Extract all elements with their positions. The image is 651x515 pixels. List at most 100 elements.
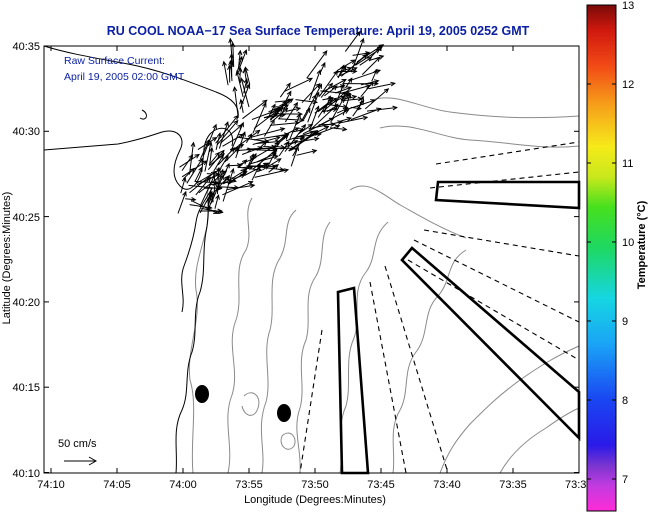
current-vector bbox=[251, 127, 286, 138]
x-tick-label: 73:35 bbox=[499, 479, 527, 491]
current-vector bbox=[202, 123, 217, 157]
current-vector bbox=[213, 154, 224, 172]
y-tick-label: 40:35 bbox=[12, 41, 40, 53]
current-vector bbox=[366, 105, 398, 112]
x-tick-label: 73:45 bbox=[367, 479, 395, 491]
x-axis-label: Longitude (Degrees:Minutes) bbox=[244, 494, 386, 506]
colorbar-tick-label: 8 bbox=[622, 395, 628, 407]
current-vector bbox=[237, 166, 263, 173]
current-vector bbox=[242, 67, 248, 89]
current-vector bbox=[222, 60, 229, 86]
current-vector bbox=[308, 69, 322, 101]
current-vector bbox=[197, 136, 218, 151]
x-axis-ticks bbox=[50, 46, 580, 473]
current-vector bbox=[194, 166, 203, 183]
current-vector bbox=[322, 96, 334, 101]
current-vector bbox=[181, 154, 194, 171]
map-frame bbox=[43, 45, 580, 474]
current-vector bbox=[235, 131, 246, 159]
current-vector bbox=[222, 181, 254, 196]
y-tick-label: 40:20 bbox=[12, 297, 40, 309]
x-tick-label: 74:05 bbox=[103, 479, 131, 491]
current-vector bbox=[228, 37, 234, 68]
current-vector bbox=[307, 91, 320, 123]
x-axis-tick-labels: 74:10 74:05 74:00 73:55 73:50 73:45 73:4… bbox=[37, 479, 586, 491]
current-vector bbox=[198, 170, 228, 194]
colorbar-label: Temperature (°C) bbox=[636, 200, 648, 289]
current-vector bbox=[246, 148, 278, 154]
current-vector bbox=[267, 103, 276, 118]
x-tick-label: 73:55 bbox=[235, 479, 263, 491]
current-vector bbox=[368, 81, 396, 90]
current-vector bbox=[237, 49, 243, 70]
current-vector bbox=[350, 37, 365, 73]
arrow-field-icon bbox=[177, 30, 398, 215]
current-vector bbox=[339, 115, 369, 124]
current-vector bbox=[204, 141, 213, 172]
x-tick-label: 73:40 bbox=[433, 479, 461, 491]
current-vector bbox=[331, 84, 346, 89]
current-vector bbox=[295, 99, 319, 105]
current-vector bbox=[283, 136, 320, 145]
current-vector bbox=[296, 149, 318, 156]
current-vector bbox=[179, 153, 200, 168]
current-vector bbox=[195, 168, 222, 184]
current-vector bbox=[336, 59, 356, 72]
radar-bearing-lines bbox=[299, 141, 580, 474]
scale-label: 50 cm/s bbox=[58, 438, 97, 450]
current-vector bbox=[256, 140, 268, 151]
current-vector bbox=[319, 61, 326, 73]
current-vector bbox=[186, 157, 203, 184]
current-vector bbox=[222, 167, 235, 202]
colorbar-tick-label: 11 bbox=[622, 158, 633, 170]
x-tick-label: 73:50 bbox=[301, 479, 329, 491]
colorbar-tick-label: 9 bbox=[622, 316, 628, 328]
current-vector bbox=[198, 208, 223, 214]
current-vector bbox=[218, 121, 229, 149]
dot-marker-icon bbox=[277, 404, 291, 422]
current-vector bbox=[321, 78, 347, 93]
current-vector bbox=[314, 83, 323, 97]
x-tick-label: 74:10 bbox=[37, 479, 65, 491]
colorbar-tick-label: 13 bbox=[622, 0, 634, 12]
current-vector bbox=[317, 104, 327, 118]
current-vector bbox=[339, 65, 347, 76]
current-vector bbox=[293, 135, 305, 141]
current-vector bbox=[207, 196, 214, 212]
current-vector bbox=[371, 68, 378, 82]
x-tick-label: 74:00 bbox=[169, 479, 197, 491]
current-vector bbox=[207, 149, 225, 171]
current-vector bbox=[350, 105, 362, 111]
current-vector bbox=[278, 140, 290, 157]
current-vector bbox=[311, 103, 339, 129]
map-panel: Raw Surface Current: April 19, 2005 02:0… bbox=[43, 30, 581, 475]
current-vector bbox=[336, 107, 349, 114]
current-vector bbox=[270, 103, 285, 121]
current-vector bbox=[292, 128, 305, 133]
current-vector bbox=[220, 155, 229, 169]
colorbar-tick-label: 7 bbox=[622, 474, 628, 486]
current-vector bbox=[183, 167, 196, 180]
y-tick-label: 40:25 bbox=[12, 212, 40, 224]
figure-title: RU COOL NOAA−17 Sea Surface Temperature:… bbox=[107, 24, 530, 38]
current-vector bbox=[208, 146, 214, 166]
current-vector bbox=[289, 113, 301, 140]
temperature-colorbar: 13 12 11 10 9 8 7 Temperature (°C) bbox=[586, 0, 648, 512]
current-vector bbox=[358, 95, 365, 107]
y-axis-tick-labels: 40:35 40:30 40:25 40:20 40:15 40:10 bbox=[12, 41, 40, 480]
current-vector bbox=[309, 105, 320, 131]
current-vector bbox=[214, 194, 220, 209]
current-vector bbox=[329, 126, 348, 132]
current-vector bbox=[306, 50, 328, 79]
current-vector bbox=[302, 107, 311, 122]
current-vector bbox=[288, 131, 319, 152]
current-vector bbox=[233, 173, 246, 180]
y-tick-label: 40:30 bbox=[12, 126, 40, 138]
current-vector bbox=[282, 90, 292, 107]
colorbar-tick-label: 10 bbox=[622, 237, 634, 249]
current-vector bbox=[216, 119, 239, 146]
current-vector bbox=[284, 77, 314, 92]
current-vector bbox=[256, 139, 281, 145]
current-vector bbox=[215, 132, 222, 151]
